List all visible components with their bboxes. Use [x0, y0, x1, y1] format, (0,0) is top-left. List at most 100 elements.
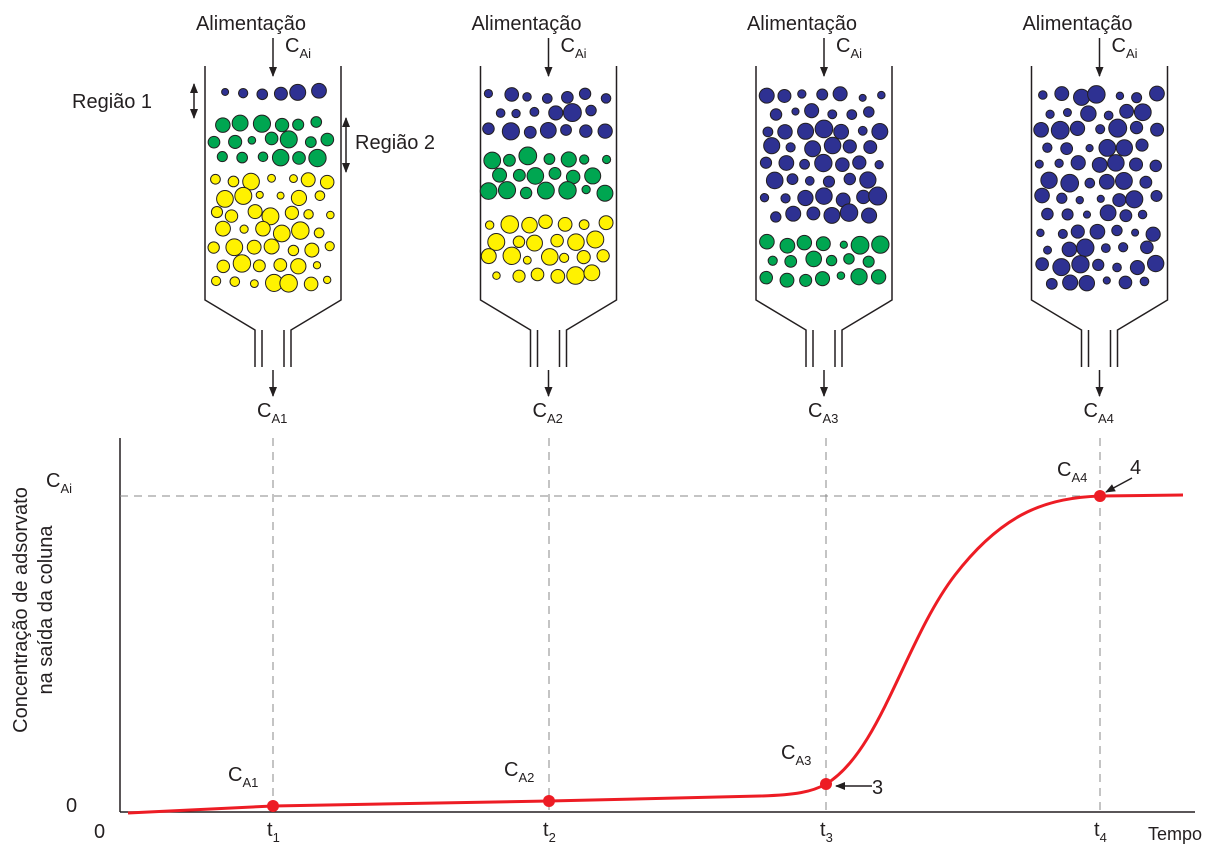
x-tick-label-sub: 3 — [826, 830, 833, 845]
particle — [586, 230, 605, 249]
column-outline — [755, 66, 893, 367]
particle — [246, 239, 262, 255]
particle — [234, 186, 253, 205]
particle — [1050, 120, 1070, 140]
particle — [836, 271, 846, 280]
particle — [862, 255, 875, 268]
particle — [236, 151, 248, 164]
particle — [264, 131, 279, 146]
particle — [1137, 209, 1148, 220]
point-label: CA3 — [781, 742, 811, 768]
point-label-main: C — [228, 764, 242, 786]
particle — [1091, 156, 1108, 173]
feed-concentration: CAi — [561, 35, 587, 61]
particle — [816, 88, 829, 101]
particle — [1149, 85, 1165, 102]
particle — [1040, 171, 1058, 189]
particle — [585, 104, 597, 117]
particle — [310, 116, 323, 128]
particle — [229, 276, 241, 287]
particle — [1069, 120, 1086, 136]
particle — [273, 258, 288, 272]
particle — [871, 122, 889, 140]
point-label-main: C — [1057, 459, 1071, 481]
particle — [1045, 277, 1058, 290]
particle — [1103, 110, 1114, 121]
particle — [557, 217, 573, 232]
particle — [815, 187, 833, 205]
particle — [814, 153, 833, 173]
particle — [600, 93, 612, 104]
particle — [833, 123, 850, 140]
particle — [843, 172, 857, 186]
particle — [1114, 171, 1133, 190]
particle — [526, 167, 545, 185]
particle — [856, 189, 871, 205]
particle — [1036, 228, 1045, 238]
particle — [1098, 139, 1117, 157]
particle — [558, 181, 577, 200]
x-tick-label: t2 — [543, 819, 556, 845]
particle — [842, 139, 857, 154]
particle — [1119, 209, 1133, 223]
particle — [839, 203, 859, 222]
particle — [252, 259, 266, 273]
particle — [868, 186, 888, 206]
particle — [1108, 118, 1128, 138]
particle — [560, 151, 577, 168]
curve-point — [1094, 490, 1106, 502]
region-label: Região 1 — [72, 91, 152, 113]
particle — [1061, 241, 1078, 258]
particle — [777, 88, 792, 103]
particle — [1129, 120, 1144, 135]
particle — [479, 182, 498, 200]
particle — [1057, 228, 1068, 239]
particle — [1099, 204, 1117, 222]
particle — [273, 86, 288, 101]
particle — [1089, 223, 1106, 240]
particle — [221, 87, 230, 96]
particle — [796, 234, 813, 251]
particle — [255, 190, 264, 199]
particle — [806, 206, 821, 221]
particle — [541, 93, 553, 104]
y-axis-label: na saída da coluna — [35, 525, 57, 695]
particle — [543, 153, 556, 165]
particle — [519, 186, 533, 200]
outlet-concentration: CA2 — [533, 400, 563, 426]
particle — [290, 258, 307, 275]
particle — [492, 271, 501, 280]
x-axis-label: Tempo — [1148, 824, 1202, 844]
particle — [1082, 210, 1092, 219]
particle — [304, 242, 320, 258]
outlet-concentration: CA4 — [1084, 400, 1114, 426]
x-tick-label: t1 — [267, 819, 280, 845]
particle — [484, 220, 495, 230]
particle — [312, 261, 322, 270]
point-label-main: C — [781, 742, 795, 764]
particle — [1112, 262, 1122, 273]
column-outline — [204, 66, 342, 367]
particle — [1129, 157, 1144, 172]
particle — [487, 232, 506, 251]
particle — [522, 92, 532, 102]
particle — [850, 235, 870, 255]
particle — [256, 88, 269, 101]
particle — [1102, 276, 1111, 285]
particle — [797, 122, 815, 140]
outlet-concentration-main: C — [257, 400, 271, 422]
particle — [785, 205, 802, 222]
particle — [1087, 85, 1106, 104]
particle — [763, 137, 781, 155]
particle — [504, 87, 520, 102]
point-label-sub: A2 — [518, 770, 534, 785]
feed-concentration-sub: Ai — [1126, 46, 1138, 61]
particle — [548, 105, 564, 121]
particle — [224, 209, 239, 223]
particle — [1139, 276, 1150, 287]
particle — [1119, 103, 1135, 119]
particle — [1125, 190, 1144, 209]
particle — [1060, 173, 1080, 193]
particle — [780, 193, 791, 204]
particle — [276, 191, 285, 200]
